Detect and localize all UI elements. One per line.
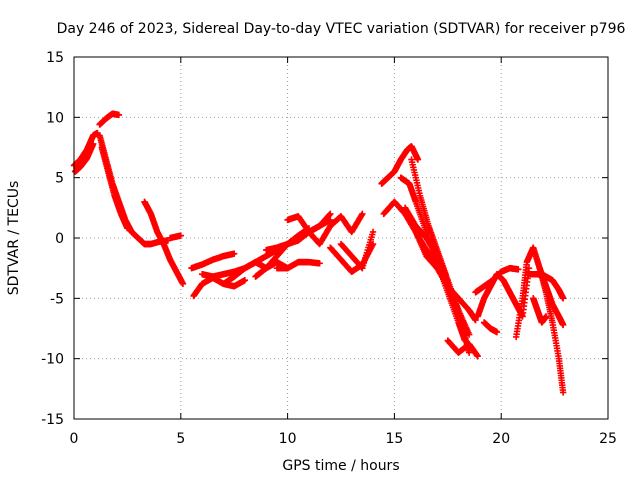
data-point (359, 210, 366, 218)
series-track-31 (530, 295, 550, 326)
data-point (241, 277, 249, 284)
series-track-24 (444, 337, 481, 360)
data-point (559, 389, 567, 396)
y-tick-label: 0 (55, 231, 64, 247)
data-point (474, 353, 481, 360)
data-point (177, 232, 184, 239)
y-tick-label: 10 (46, 110, 64, 126)
x-tick-label: 0 (70, 431, 79, 447)
x-tick-label: 20 (492, 431, 510, 447)
data-point (465, 349, 473, 356)
data-point (369, 228, 377, 236)
data-point (115, 111, 123, 119)
axis-ticks: 0 5 10 15 20 25 -15 -10 -5 0 5 10 15 (41, 50, 617, 447)
data-point (316, 260, 323, 267)
x-tick-label: 5 (176, 431, 185, 447)
data-point (542, 313, 550, 320)
y-tick-label: 15 (46, 50, 64, 66)
data-point (559, 321, 567, 329)
series-track-5 (98, 144, 131, 232)
data-points (70, 110, 567, 396)
series-track-23 (412, 228, 479, 324)
chart-title: Day 246 of 2023, Sidereal Day-to-day VTE… (57, 21, 626, 37)
series-track-27 (480, 319, 501, 336)
data-point (327, 210, 334, 218)
data-point (465, 331, 473, 338)
data-point (493, 328, 501, 336)
data-point (559, 295, 567, 302)
series-track-14 (284, 210, 366, 248)
y-tick-label: 5 (55, 171, 64, 187)
series-track-7 (166, 232, 184, 242)
series-track-6 (141, 198, 187, 288)
series-track-18 (378, 143, 422, 187)
series-track-8 (188, 250, 238, 272)
data-point (124, 225, 131, 232)
data-point (179, 280, 187, 288)
series-track-17 (337, 228, 377, 272)
data-point (231, 250, 238, 257)
series-track-2 (71, 140, 97, 175)
x-tick-label: 15 (385, 431, 403, 447)
x-tick-label: 10 (279, 431, 297, 447)
x-tick-label: 25 (599, 431, 617, 447)
series-track-13 (263, 210, 334, 254)
grid-lines (74, 57, 608, 419)
y-tick-label: -5 (50, 291, 64, 307)
series-track-3 (96, 110, 123, 128)
data-point (472, 316, 479, 324)
x-axis-label: GPS time / hours (282, 458, 399, 474)
data-point (515, 266, 522, 273)
series-track-30 (536, 264, 567, 329)
series-track-26 (472, 264, 522, 296)
y-tick-label: -10 (41, 352, 64, 368)
data-point (414, 156, 422, 163)
series-track-15 (273, 258, 323, 272)
plot-frame (73, 56, 609, 420)
y-axis-label: SDTVAR / TECUs (6, 181, 22, 296)
data-point (90, 140, 97, 148)
y-tick-label: -15 (41, 412, 64, 428)
